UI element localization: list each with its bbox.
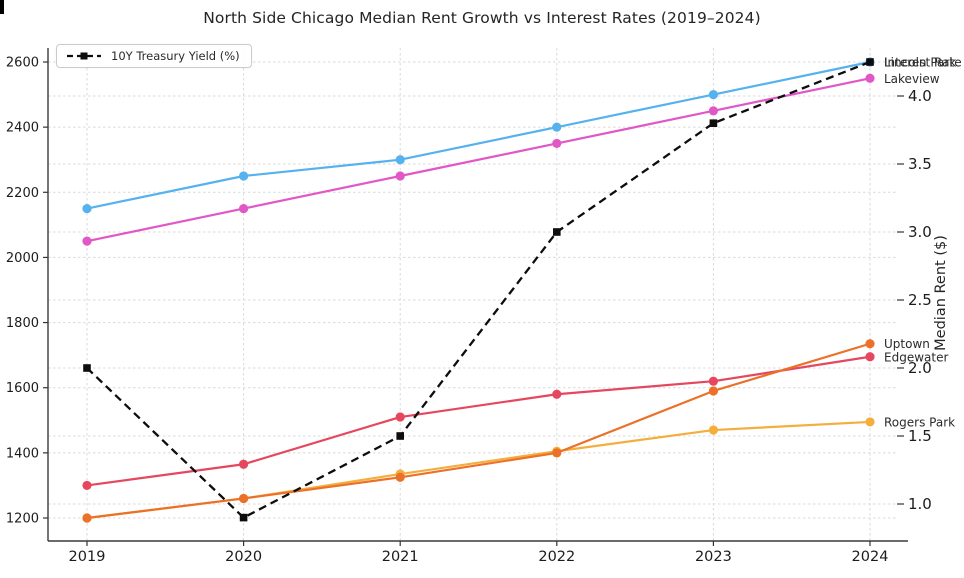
- y-tick-label-left: 1200: [6, 512, 39, 527]
- series-line-uptown: [86, 342, 871, 520]
- x-tick-label: 2021: [382, 549, 419, 565]
- data-point: [239, 459, 249, 469]
- data-point: [552, 138, 562, 149]
- data-point: [82, 203, 92, 214]
- series-end-label: Interest Rate: [884, 56, 962, 70]
- data-point: [708, 425, 719, 435]
- y-tick-label-right: 1.5: [908, 427, 932, 445]
- y-tick-label-right: 2.5: [908, 291, 932, 309]
- x-tick-label: 2019: [69, 549, 106, 565]
- y-tick-label-left: 2400: [6, 121, 39, 136]
- x-tick-label: 2022: [538, 549, 575, 565]
- data-point-square: [709, 119, 718, 127]
- legend-label: 10Y Treasury Yield (%): [111, 49, 240, 63]
- y-tick-label-right: 3.5: [908, 155, 932, 173]
- right-axis-title: Median Rent ($): [933, 235, 949, 351]
- data-point: [708, 89, 719, 100]
- y-tick-label-left: 1800: [6, 316, 39, 331]
- data-point: [552, 389, 562, 399]
- data-point-square: [866, 58, 874, 66]
- data-point: [395, 412, 405, 422]
- data-point: [82, 480, 92, 491]
- data-point-square: [83, 364, 91, 372]
- data-point-square: [553, 228, 561, 236]
- series-end-label: Uptown: [884, 337, 930, 351]
- x-tick-label: 2020: [225, 549, 262, 565]
- series-end-label: Lincoln Park: [884, 56, 956, 70]
- y-tick-label-right: 2.0: [908, 359, 932, 377]
- y-tick-label-right: 1.0: [908, 495, 932, 513]
- data-point-square: [239, 513, 248, 522]
- data-point: [239, 493, 249, 504]
- chart-title: North Side Chicago Median Rent Growth vs…: [203, 9, 761, 27]
- y-tick-label-left: 2600: [6, 56, 39, 71]
- data-point: [865, 73, 875, 83]
- corner-cursor-artifact: [0, 0, 4, 14]
- series-end-label: Edgewater: [884, 350, 948, 364]
- series-line-10y-treasury-yield-: [86, 60, 871, 519]
- data-point: [865, 417, 875, 427]
- series-end-label: Rogers Park: [884, 415, 955, 429]
- data-point: [82, 513, 92, 523]
- series-line-lakeview: [86, 77, 871, 243]
- y-tick-label-right: 4.0: [908, 87, 932, 105]
- data-point: [239, 203, 249, 214]
- data-point: [708, 376, 719, 386]
- data-point: [395, 155, 405, 165]
- dashed-line-square-marker-icon: [67, 52, 101, 60]
- data-point: [395, 171, 405, 181]
- data-point: [708, 386, 719, 396]
- data-point: [395, 472, 405, 482]
- data-point: [552, 448, 562, 458]
- y-tick-label-left: 2000: [6, 251, 39, 266]
- y-tick-label-right: 3.0: [908, 223, 932, 241]
- data-point-square: [396, 432, 404, 440]
- data-point: [552, 122, 562, 132]
- data-point: [865, 352, 875, 362]
- series-line-lincoln-park: [86, 60, 871, 210]
- series-end-label: Lakeview: [884, 72, 940, 86]
- series-line-edgewater: [86, 355, 871, 487]
- x-tick-label: 2024: [852, 549, 889, 565]
- data-point: [708, 106, 719, 116]
- y-tick-label-left: 1400: [6, 446, 39, 461]
- y-tick-label-left: 2200: [6, 186, 39, 201]
- data-point: [82, 236, 92, 246]
- y-tick-label-left: 1600: [6, 381, 39, 396]
- data-point: [239, 171, 249, 181]
- treasury-legend: 10Y Treasury Yield (%): [56, 44, 252, 68]
- data-point: [865, 339, 875, 349]
- x-tick-label: 2023: [695, 549, 732, 565]
